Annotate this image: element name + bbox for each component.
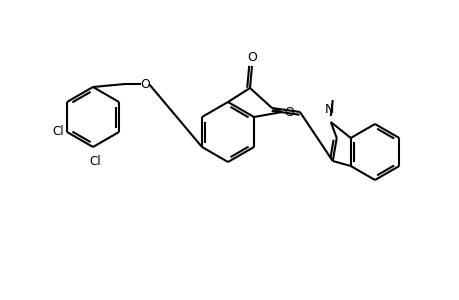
Text: Cl: Cl [89,155,101,168]
Text: O: O [246,50,257,64]
Text: Cl: Cl [52,124,64,137]
Text: O: O [283,106,293,118]
Text: N: N [325,103,334,116]
Text: O: O [140,77,150,91]
